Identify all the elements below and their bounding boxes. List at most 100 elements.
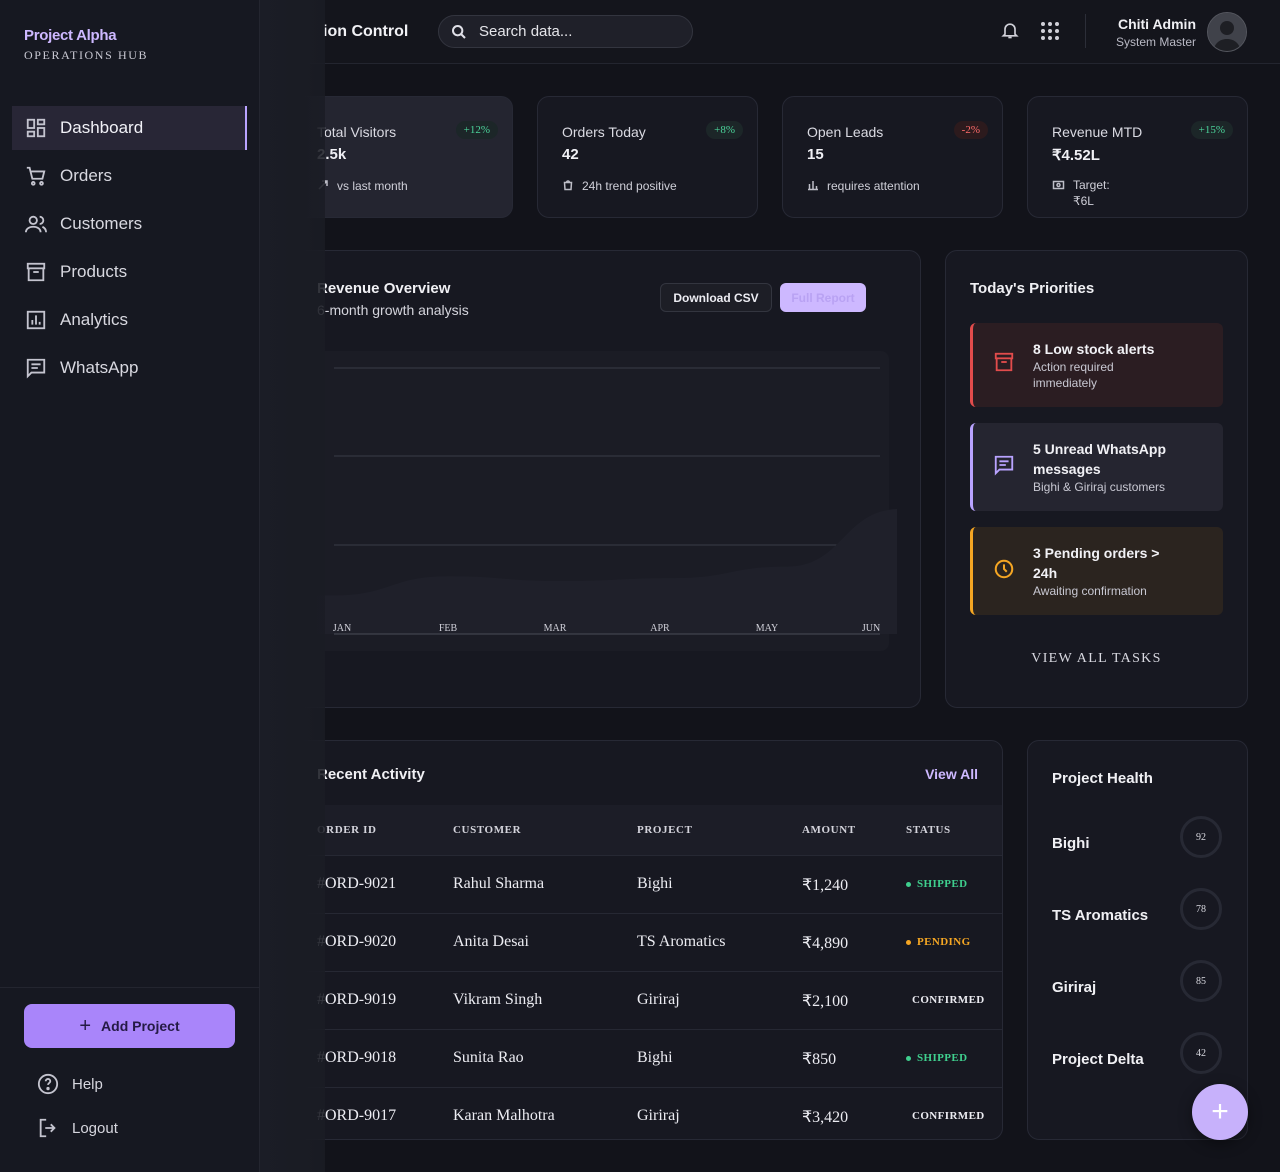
priorities-title: Today's Priorities (970, 280, 1095, 297)
help-label: Help (72, 1075, 103, 1093)
view-all-link[interactable]: View All (925, 766, 978, 782)
amount: ₹4,890 (802, 935, 849, 952)
revenue-chart-svg: JAN FEB MAR APR MAY JUN (314, 367, 900, 635)
chat-icon (993, 454, 1015, 476)
table-row[interactable]: #ORD-9018 Sunita Rao Bighi ₹850 SHIPPED (293, 1029, 1002, 1087)
health-project-name: Giriraj (1052, 979, 1097, 996)
project-name: Giriraj (637, 1107, 680, 1124)
clock-icon (993, 558, 1015, 580)
floating-add-button[interactable]: + (1192, 1084, 1248, 1140)
sidebar-item-whatsapp[interactable]: WhatsApp (12, 346, 247, 390)
kpi-sub: Target: ₹6L (1052, 178, 1133, 209)
column-header: CUSTOMER (453, 824, 522, 836)
status-text: CONFIRMED (912, 1110, 985, 1122)
sidebar-item-dashboard[interactable]: Dashboard (12, 106, 247, 150)
health-score-ring: 85 (1180, 960, 1222, 1002)
priority-item-low-stock[interactable]: 8 Low stock alerts Action required immed… (970, 323, 1223, 407)
priority-item-whatsapp[interactable]: 5 Unread WhatsApp messages Bighi & Girir… (970, 423, 1223, 511)
apps-grid-icon[interactable] (1040, 21, 1060, 46)
status-text: CONFIRMED (912, 994, 985, 1006)
people-icon (24, 212, 48, 236)
priority-sub: Bighi & Giriraj customers (1033, 480, 1166, 494)
order-id: #ORD-9019 (317, 991, 397, 1008)
kpi-card-visitors: Total Visitors 2.5k +12% vs last month (292, 96, 513, 218)
kpi-sub-text: 24h trend positive (582, 179, 677, 193)
kpi-change-badge: -2% (953, 121, 988, 139)
status-badge: SHIPPED (906, 1052, 967, 1064)
sidebar-item-analytics[interactable]: Analytics (12, 298, 247, 342)
table-row[interactable]: #ORD-9017 Karan Malhotra Giriraj ₹3,420 … (293, 1087, 1002, 1139)
customer-name: Sunita Rao (453, 1049, 524, 1066)
health-row-bighi[interactable]: Bighi 92 (1052, 816, 1222, 870)
project-health-card: Project Health Bighi 92 TS Aromatics 78 … (1027, 740, 1248, 1140)
x-tick-label: JUN (862, 623, 880, 634)
amount: ₹850 (802, 1051, 837, 1068)
full-report-button[interactable]: Full Report (780, 283, 866, 312)
health-score-ring: 78 (1180, 888, 1222, 930)
wallet-icon (1052, 179, 1065, 191)
avatar[interactable] (1207, 12, 1247, 52)
bar-chart-icon (807, 179, 819, 191)
kpi-change-badge: +12% (455, 121, 498, 139)
help-link[interactable]: Help (36, 1072, 103, 1096)
order-id: #ORD-9021 (317, 875, 397, 892)
health-project-name: TS Aromatics (1052, 907, 1149, 924)
health-project-name: Project Delta (1052, 1051, 1144, 1068)
sidebar-item-products[interactable]: Products (12, 250, 247, 294)
customer-name: Karan Malhotra (453, 1107, 555, 1124)
revenue-overview-card: Revenue Overview 6-month growth analysis… (292, 250, 921, 708)
priority-title: 3 Pending orders > 24h (1033, 545, 1160, 581)
logout-label: Logout (72, 1119, 118, 1137)
amount: ₹3,420 (802, 1109, 849, 1126)
add-project-button[interactable]: + Add Project (24, 1004, 235, 1048)
header-divider (1085, 14, 1086, 48)
kpi-card-orders: Orders Today 42 +8% 24h trend positive (537, 96, 758, 218)
kpi-value: 15 (807, 146, 824, 163)
search-input[interactable]: Search data... (438, 15, 693, 48)
dashboard-icon (24, 116, 48, 140)
priorities-card: Today's Priorities 8 Low stock alerts Ac… (945, 250, 1248, 708)
bell-icon[interactable] (1000, 19, 1020, 46)
column-header: STATUS (906, 824, 951, 836)
kpi-card-revenue: Revenue MTD ₹4.52L +15% Target: ₹6L (1027, 96, 1248, 218)
column-header: AMOUNT (802, 824, 856, 836)
health-row-giriraj[interactable]: Giriraj 85 (1052, 960, 1222, 1014)
sidebar-item-customers[interactable]: Customers (12, 202, 247, 246)
brand-name: Project Alpha (24, 27, 117, 44)
kpi-sub-text: vs last month (337, 179, 408, 193)
table-row[interactable]: #ORD-9019 Vikram Singh Giriraj ₹2,100 CO… (293, 971, 1002, 1029)
view-all-tasks-link[interactable]: VIEW ALL TASKS (1031, 651, 1162, 666)
table-row[interactable]: #ORD-9020 Anita Desai TS Aromatics ₹4,89… (293, 913, 1002, 971)
health-score-ring: 42 (1180, 1032, 1222, 1074)
status-text: SHIPPED (917, 1052, 968, 1064)
revenue-chart: JAN FEB MAR APR MAY JUN (314, 351, 900, 651)
priority-item-pending-orders[interactable]: 3 Pending orders > 24h Awaiting confirma… (970, 527, 1223, 615)
health-row-project-delta[interactable]: Project Delta 42 (1052, 1032, 1222, 1086)
kpi-sub: vs last month (317, 179, 408, 193)
kpi-label: Open Leads (807, 124, 884, 140)
analytics-icon (24, 308, 48, 332)
project-name: Giriraj (637, 991, 680, 1008)
table-row[interactable]: #ORD-9021 Rahul Sharma Bighi ₹1,240 SHIP… (293, 855, 1002, 913)
sidebar: Project Alpha OPERATIONS HUB Dashboard O… (0, 0, 260, 1172)
priority-title: 8 Low stock alerts (1033, 341, 1155, 357)
chart-area-series (314, 509, 900, 634)
order-id: #ORD-9017 (317, 1107, 397, 1124)
x-tick-label: APR (650, 623, 670, 634)
priority-sub: Action required immediately (1033, 360, 1114, 390)
sidebar-item-orders[interactable]: Orders (12, 154, 247, 198)
status-badge: SHIPPED (906, 878, 967, 890)
logout-link[interactable]: Logout (36, 1116, 118, 1140)
brand-subtitle: OPERATIONS HUB (24, 48, 149, 62)
health-row-ts-aromatics[interactable]: TS Aromatics 78 (1052, 888, 1222, 942)
status-text: SHIPPED (917, 878, 968, 890)
recent-activity-card: Recent Activity View All ORDER ID CUSTOM… (292, 740, 1003, 1140)
add-project-label: Add Project (101, 1018, 180, 1034)
project-name: Bighi (637, 875, 673, 892)
x-tick-label: JAN (333, 623, 351, 634)
sidebar-item-label: Customers (60, 214, 143, 233)
project-health-title: Project Health (1052, 770, 1153, 787)
priority-title: 5 Unread WhatsApp messages (1033, 441, 1167, 477)
kpi-change-badge: +8% (706, 121, 743, 139)
download-csv-button[interactable]: Download CSV (660, 283, 772, 312)
